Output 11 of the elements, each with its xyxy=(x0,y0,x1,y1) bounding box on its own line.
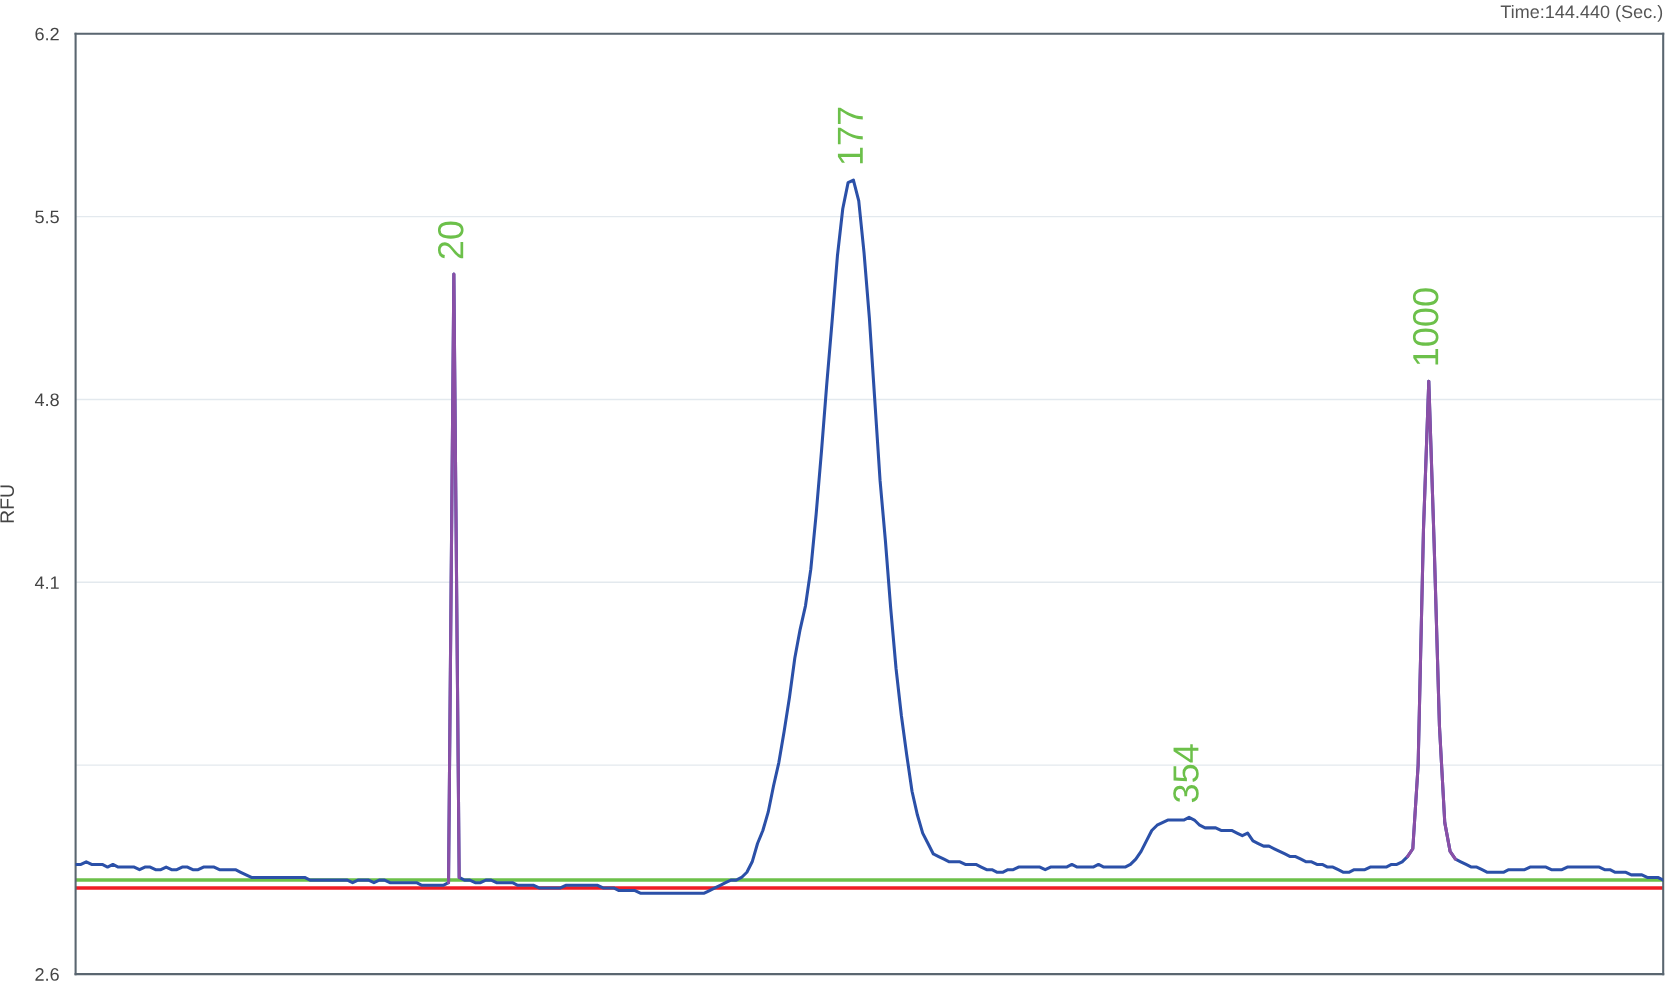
annotation: 177 xyxy=(837,107,863,164)
y-tick-label: 4.1 xyxy=(34,576,59,589)
y-tick-label: 2.6 xyxy=(35,968,59,981)
y-tick-label: 6.2 xyxy=(35,27,59,41)
y-axis-title: RFU xyxy=(0,485,15,523)
annotation: 1000 xyxy=(1412,288,1439,365)
y-tick-label: 5.5 xyxy=(35,210,59,224)
annotation: 20 xyxy=(437,221,464,259)
annotation: 354 xyxy=(1173,744,1199,803)
y-tick-label: 4.8 xyxy=(34,393,59,407)
text: Time:144.440 (Sec.) xyxy=(1500,4,1663,22)
